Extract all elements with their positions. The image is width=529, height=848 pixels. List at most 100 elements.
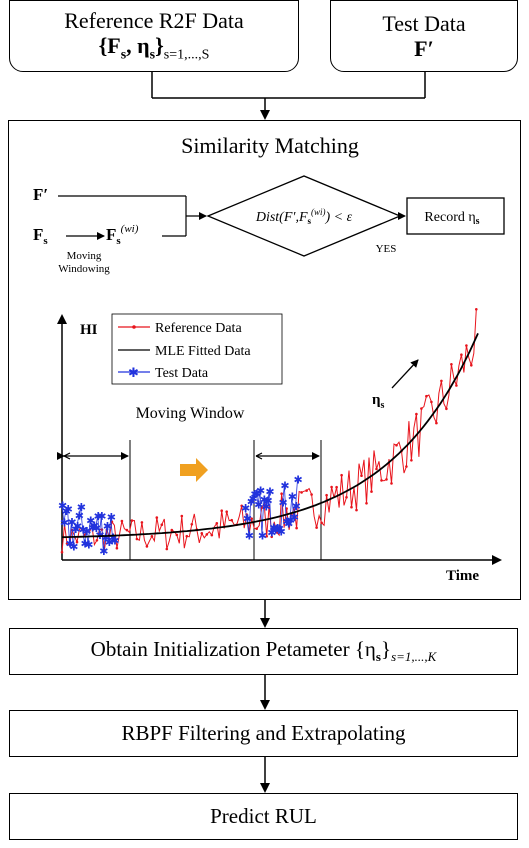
reference-point bbox=[170, 528, 174, 532]
reference-point bbox=[180, 514, 184, 518]
test-point: ✱ bbox=[60, 518, 69, 530]
test-point: ✱ bbox=[64, 504, 73, 516]
reference-point bbox=[470, 363, 473, 367]
reference-point bbox=[95, 539, 99, 542]
reference-point bbox=[320, 521, 323, 525]
reference-point bbox=[230, 518, 233, 522]
test-point: ✱ bbox=[58, 500, 67, 512]
reference-point bbox=[290, 513, 293, 517]
test-point: ✱ bbox=[71, 524, 80, 536]
test-point: ✱ bbox=[269, 523, 278, 535]
reference-line bbox=[61, 309, 477, 553]
reference-point bbox=[370, 490, 373, 493]
reference-point bbox=[465, 344, 468, 347]
reference-point bbox=[160, 523, 164, 526]
test-point: ✱ bbox=[277, 527, 286, 539]
reference-point bbox=[265, 535, 269, 538]
reference-point bbox=[415, 412, 418, 416]
test-point: ✱ bbox=[275, 524, 284, 536]
reference-point bbox=[380, 479, 383, 482]
predict-rul-label: Predict RUL bbox=[210, 804, 317, 828]
reference-point bbox=[375, 467, 378, 471]
reference-point bbox=[155, 516, 159, 519]
test-data-box: Test Data F′ bbox=[330, 0, 518, 72]
reference-point bbox=[175, 533, 179, 537]
test-point: ✱ bbox=[294, 474, 303, 486]
reference-point bbox=[335, 485, 338, 489]
reference-point bbox=[355, 508, 358, 512]
test-point: ✱ bbox=[250, 489, 259, 501]
test-point: ✱ bbox=[77, 502, 86, 514]
reference-point bbox=[385, 478, 388, 481]
reference-point bbox=[325, 493, 328, 497]
reference-point bbox=[295, 526, 298, 530]
reference-point bbox=[220, 509, 223, 512]
reference-point bbox=[125, 528, 129, 532]
reference-point bbox=[150, 535, 154, 538]
test-point: ✱ bbox=[88, 522, 97, 534]
test-point: ✱ bbox=[79, 525, 88, 537]
reference-point bbox=[60, 550, 64, 554]
reference-point bbox=[360, 474, 363, 478]
test-point: ✱ bbox=[101, 533, 110, 545]
reference-point bbox=[460, 353, 463, 357]
reference-formula: {Fs, ηs}s=1,...,S bbox=[98, 33, 210, 63]
reference-point bbox=[165, 547, 169, 551]
eta-arrow bbox=[391, 359, 419, 389]
test-line bbox=[244, 479, 298, 536]
test-point: ✱ bbox=[271, 525, 280, 537]
shift-arrow-icon bbox=[180, 458, 208, 482]
reference-point bbox=[200, 532, 204, 535]
predict-rul-box: Predict RUL bbox=[9, 793, 518, 840]
reference-point bbox=[450, 363, 453, 366]
reference-point bbox=[475, 308, 478, 311]
reference-point bbox=[210, 533, 214, 537]
test-point: ✱ bbox=[286, 515, 295, 527]
reference-point bbox=[205, 533, 209, 536]
chart-legend: Reference Data MLE Fitted Data ✱ Test Da… bbox=[111, 313, 283, 385]
series-test: ✱✱✱✱✱✱✱✱✱✱✱✱✱✱✱✱✱✱✱✱✱✱✱✱✱✱✱✱✱✱✱✱✱✱✱✱✱✱✱✱… bbox=[58, 474, 303, 558]
test-point: ✱ bbox=[67, 517, 76, 529]
test-point: ✱ bbox=[279, 498, 288, 510]
test-point: ✱ bbox=[73, 521, 82, 533]
reference-point bbox=[315, 526, 318, 529]
test-point: ✱ bbox=[260, 494, 269, 506]
f-window-label: Fs(wi) bbox=[106, 223, 139, 247]
legend-test: Test Data bbox=[155, 366, 209, 381]
reference-point bbox=[280, 492, 283, 496]
reference-point bbox=[190, 523, 194, 526]
test-point: ✱ bbox=[107, 512, 116, 524]
reference-point bbox=[130, 519, 134, 522]
test-point: ✱ bbox=[99, 546, 108, 558]
test-point: ✱ bbox=[84, 540, 93, 552]
test-point: ✱ bbox=[273, 523, 282, 535]
test-point: ✱ bbox=[75, 511, 84, 523]
reference-title: Reference R2F Data bbox=[64, 8, 244, 34]
test-point: ✱ bbox=[284, 519, 293, 531]
test-point: ✱ bbox=[252, 489, 261, 501]
test-point: ✱ bbox=[86, 516, 95, 528]
test-line bbox=[61, 505, 115, 551]
y-axis-label: HI bbox=[80, 322, 98, 338]
reference-point bbox=[330, 485, 333, 489]
test-data-symbol: F′ bbox=[414, 36, 434, 61]
reference-point bbox=[225, 510, 228, 513]
hi-chart: HI Time Moving Window ✱✱✱✱✱✱✱✱✱✱✱✱✱✱✱✱✱✱… bbox=[57, 308, 502, 584]
reference-point bbox=[345, 496, 348, 499]
reference-point bbox=[420, 407, 423, 410]
reference-point bbox=[455, 384, 458, 387]
moving-label-1: Moving bbox=[67, 250, 102, 262]
reference-point bbox=[410, 459, 413, 462]
test-point: ✱ bbox=[103, 521, 112, 533]
test-point: ✱ bbox=[254, 499, 263, 511]
rbpf-label: RBPF Filtering and Extrapolating bbox=[121, 721, 406, 745]
moving-window-label: Moving Window bbox=[136, 405, 245, 422]
test-point: ✱ bbox=[105, 537, 114, 549]
test-point: ✱ bbox=[110, 535, 119, 547]
reference-point bbox=[120, 519, 124, 523]
reference-point bbox=[135, 537, 139, 541]
reference-point bbox=[395, 444, 398, 447]
reference-point bbox=[350, 505, 353, 509]
reference-point bbox=[445, 407, 448, 411]
